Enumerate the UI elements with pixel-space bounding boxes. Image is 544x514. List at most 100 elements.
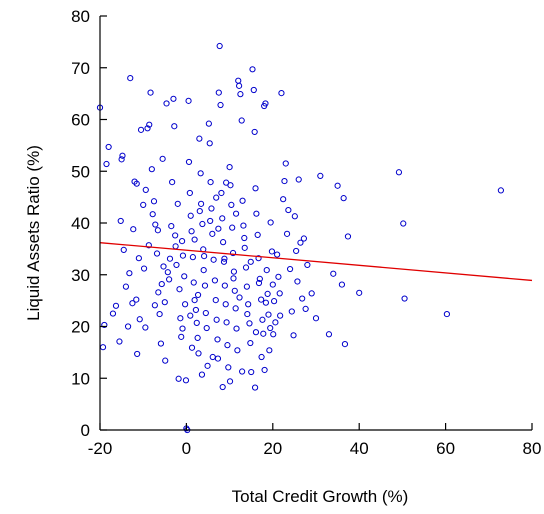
data-point bbox=[272, 319, 279, 326]
data-point bbox=[137, 126, 145, 133]
data-point bbox=[230, 268, 238, 275]
data-point bbox=[173, 261, 180, 269]
data-point bbox=[130, 226, 137, 233]
data-point bbox=[232, 305, 239, 312]
data-point bbox=[159, 155, 166, 162]
data-point bbox=[261, 366, 268, 374]
data-point bbox=[209, 353, 216, 361]
x-tick-label: 80 bbox=[523, 439, 542, 458]
data-point bbox=[212, 297, 219, 304]
y-tick-label: 70 bbox=[71, 59, 90, 78]
data-point bbox=[232, 210, 240, 217]
x-tick-label: 60 bbox=[436, 439, 455, 458]
data-point bbox=[142, 324, 149, 331]
data-point bbox=[117, 217, 124, 225]
data-point bbox=[344, 233, 352, 240]
data-point bbox=[283, 230, 291, 237]
data-point bbox=[237, 91, 244, 98]
data-point bbox=[219, 215, 226, 222]
data-point bbox=[258, 296, 265, 303]
data-point bbox=[182, 377, 190, 384]
data-point bbox=[142, 186, 149, 193]
data-point bbox=[267, 324, 274, 332]
data-point bbox=[223, 179, 230, 186]
data-point bbox=[244, 310, 251, 318]
data-point bbox=[266, 347, 273, 354]
data-point bbox=[168, 223, 175, 230]
data-point bbox=[103, 160, 110, 168]
data-point bbox=[101, 321, 108, 329]
data-point bbox=[208, 205, 215, 212]
data-point bbox=[192, 306, 200, 314]
data-point bbox=[169, 179, 176, 186]
data-point bbox=[209, 230, 216, 237]
data-point bbox=[259, 316, 266, 323]
data-point bbox=[241, 234, 248, 242]
data-point bbox=[308, 290, 315, 297]
data-point bbox=[152, 221, 159, 228]
y-tick-label: 10 bbox=[71, 369, 90, 388]
data-point bbox=[172, 243, 179, 250]
data-point bbox=[227, 182, 234, 189]
data-point bbox=[99, 344, 107, 351]
data-point bbox=[304, 261, 311, 269]
data-point bbox=[239, 368, 246, 375]
data-point bbox=[155, 289, 162, 296]
data-point bbox=[293, 247, 300, 255]
data-point bbox=[243, 283, 250, 290]
data-point bbox=[154, 227, 161, 234]
y-tick-label: 30 bbox=[71, 266, 90, 285]
data-point bbox=[191, 297, 198, 304]
data-point bbox=[187, 312, 194, 319]
data-point bbox=[196, 207, 203, 215]
data-point bbox=[157, 340, 165, 347]
data-point bbox=[246, 320, 253, 327]
data-point bbox=[109, 310, 117, 317]
data-point bbox=[179, 325, 186, 332]
data-point bbox=[198, 371, 206, 378]
y-axis-ticks: 0 10 20 30 40 50 60 70 80 bbox=[71, 7, 107, 440]
data-point bbox=[166, 255, 174, 262]
data-point bbox=[270, 331, 277, 338]
data-point bbox=[269, 281, 276, 288]
data-point bbox=[179, 252, 187, 259]
data-point bbox=[229, 249, 237, 257]
data-point bbox=[213, 194, 220, 201]
data-point bbox=[199, 220, 206, 228]
x-tick-label: -20 bbox=[88, 439, 113, 458]
data-point bbox=[294, 278, 301, 285]
data-point bbox=[252, 329, 260, 336]
y-tick-label: 60 bbox=[71, 111, 90, 130]
data-point bbox=[185, 158, 193, 166]
data-point bbox=[220, 239, 227, 246]
data-point bbox=[497, 187, 504, 194]
data-point bbox=[222, 301, 229, 308]
data-point bbox=[231, 287, 238, 294]
data-point bbox=[207, 179, 214, 186]
data-point bbox=[218, 189, 225, 197]
data-point bbox=[213, 316, 220, 323]
data-point bbox=[112, 302, 120, 309]
data-point bbox=[175, 375, 182, 382]
data-point bbox=[135, 255, 142, 262]
data-point bbox=[251, 384, 259, 391]
data-point bbox=[191, 236, 198, 243]
data-point bbox=[140, 265, 148, 272]
data-point bbox=[278, 90, 285, 97]
data-point bbox=[201, 282, 209, 289]
data-point bbox=[299, 295, 306, 302]
data-point bbox=[225, 364, 232, 371]
data-point bbox=[188, 228, 195, 235]
data-point bbox=[214, 355, 222, 362]
data-point bbox=[249, 66, 256, 73]
data-point bbox=[149, 211, 156, 218]
data-point bbox=[221, 282, 228, 289]
data-point bbox=[248, 368, 255, 376]
data-point bbox=[250, 86, 257, 94]
data-point bbox=[136, 316, 143, 323]
data-point bbox=[197, 200, 205, 207]
data-point bbox=[205, 120, 212, 127]
data-point bbox=[196, 135, 203, 142]
data-point bbox=[312, 315, 320, 322]
data-point bbox=[203, 324, 210, 332]
